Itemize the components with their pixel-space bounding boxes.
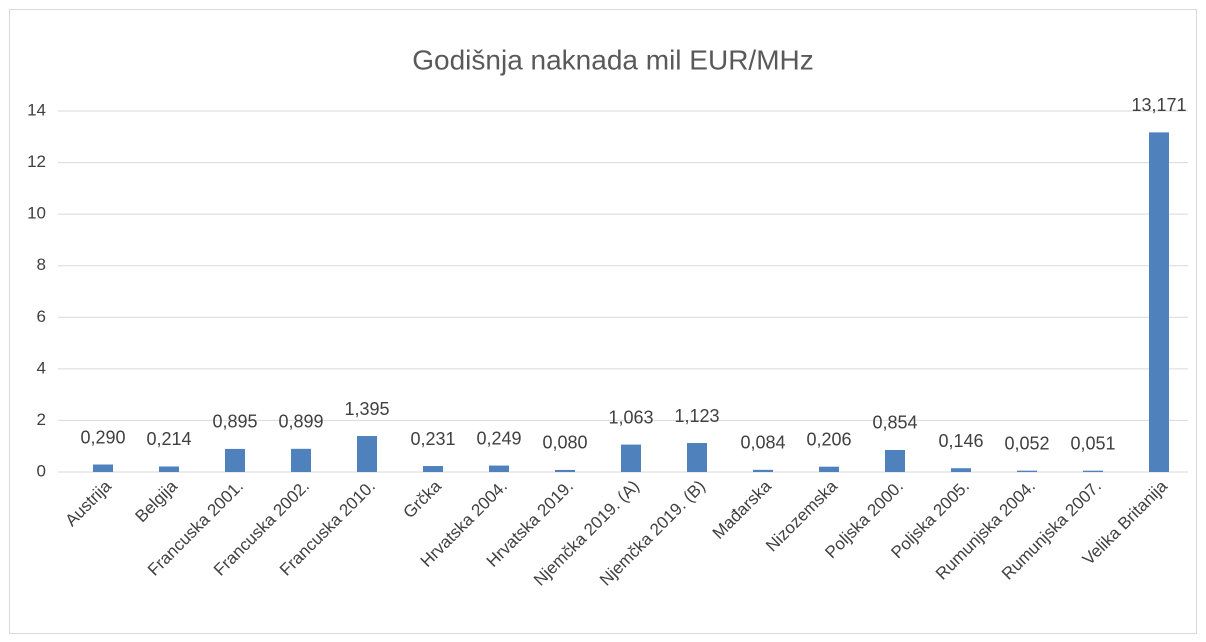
bar	[819, 466, 839, 472]
value-label: 0,146	[938, 431, 983, 451]
y-tick-label: 6	[37, 307, 46, 326]
value-label: 0,899	[278, 412, 323, 432]
bar	[951, 468, 971, 472]
value-label: 0,084	[740, 433, 785, 453]
bar	[687, 443, 707, 472]
bar	[489, 465, 509, 472]
value-label: 0,206	[806, 429, 851, 449]
value-label: 13,171	[1131, 95, 1186, 115]
y-tick-label: 14	[27, 100, 46, 119]
bar	[1083, 470, 1103, 472]
bar	[357, 436, 377, 472]
bar	[885, 449, 905, 472]
y-tick-label: 8	[37, 255, 46, 274]
value-label: 0,854	[872, 413, 917, 433]
bar	[1017, 470, 1037, 472]
y-tick-label: 10	[27, 204, 46, 223]
bar	[621, 444, 641, 472]
y-tick-label: 2	[37, 410, 46, 429]
value-label: 0,895	[212, 412, 257, 432]
value-label: 1,063	[608, 407, 653, 427]
value-label: 0,249	[476, 428, 521, 448]
bar	[159, 466, 179, 472]
bar	[1149, 132, 1169, 473]
bar	[555, 469, 575, 472]
y-tick-label: 0	[37, 461, 46, 480]
bar	[753, 469, 773, 472]
value-label: 0,290	[80, 427, 125, 447]
bar	[225, 448, 245, 472]
chart-title: Godišnja naknada mil EUR/MHz	[412, 44, 814, 75]
bar	[93, 464, 113, 472]
value-label: 0,080	[542, 433, 587, 453]
value-label: 0,052	[1004, 433, 1049, 453]
chart-border	[9, 9, 1197, 634]
value-label: 0,214	[146, 429, 191, 449]
bar	[291, 448, 311, 472]
value-label: 1,395	[344, 399, 389, 419]
value-label: 1,123	[674, 406, 719, 426]
y-tick-label: 12	[27, 152, 46, 171]
value-label: 0,231	[410, 429, 455, 449]
y-tick-label: 4	[37, 358, 46, 377]
bar	[423, 466, 443, 472]
value-label: 0,051	[1070, 433, 1115, 453]
